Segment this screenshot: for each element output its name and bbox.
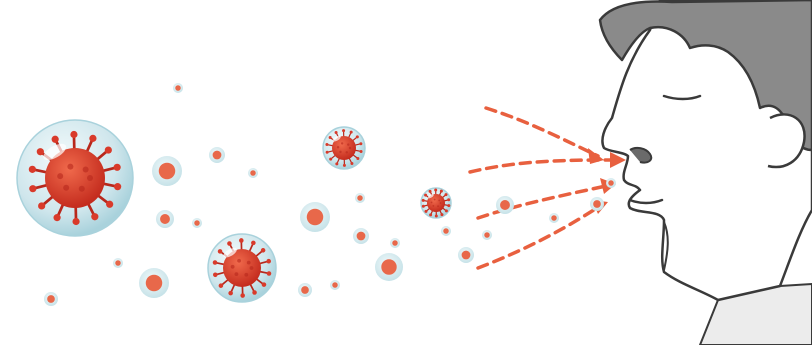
droplet-icon [113, 258, 123, 268]
droplet-icon [44, 292, 58, 306]
dashed-arrow-icon [484, 106, 600, 158]
droplet-icon [458, 247, 474, 263]
droplet-icon [549, 213, 559, 223]
virus-layer [16, 119, 452, 303]
virus-in-bubble-icon [322, 126, 366, 170]
droplet-icon [209, 147, 225, 163]
droplet-icon [156, 210, 174, 228]
droplet-icon [496, 196, 514, 214]
airflow-arrows [468, 106, 616, 270]
droplet-icon [139, 268, 169, 298]
droplet-icon [300, 202, 330, 232]
person-eye [662, 94, 702, 101]
droplet-icon [590, 197, 604, 211]
droplet-icon [298, 283, 312, 297]
person-profile-icon [598, 0, 812, 345]
droplet-icon [482, 230, 492, 240]
virus-in-bubble-icon [16, 119, 134, 237]
droplet-icon [390, 238, 400, 248]
droplet-icon [173, 83, 183, 93]
person-mouth [628, 198, 664, 205]
droplet-icon [355, 193, 365, 203]
virus-in-bubble-icon [207, 233, 277, 303]
droplet-icon [353, 228, 369, 244]
droplet-layer [44, 83, 616, 306]
virus-in-bubble-icon [420, 187, 452, 219]
person-ear [767, 113, 806, 169]
person-nostril [629, 146, 653, 164]
droplet-icon [606, 178, 616, 188]
droplet-icon [330, 280, 340, 290]
droplet-icon [192, 218, 202, 228]
arrowhead-icon [610, 152, 626, 168]
droplet-icon [248, 168, 258, 178]
droplet-icon [152, 156, 182, 186]
droplet-icon [375, 253, 403, 281]
droplet-icon [441, 226, 451, 236]
dashed-arrow-icon [476, 204, 602, 270]
person-chin [663, 221, 669, 271]
arrowhead-icon [588, 148, 604, 164]
